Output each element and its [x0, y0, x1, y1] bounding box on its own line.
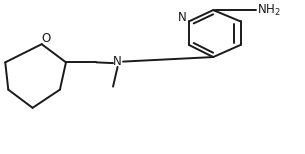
Text: NH$_2$: NH$_2$: [257, 2, 281, 18]
Text: N: N: [113, 55, 122, 68]
Text: N: N: [178, 11, 187, 24]
Text: O: O: [41, 32, 50, 45]
